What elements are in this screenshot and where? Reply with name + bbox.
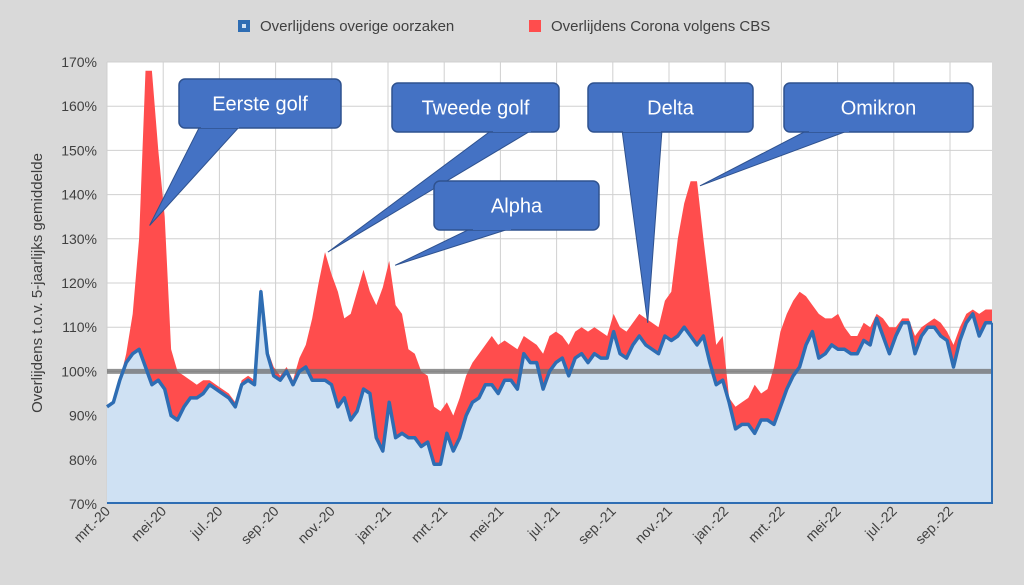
y-tick-label: 160% <box>61 98 97 114</box>
legend: Overlijdens overige oorzaken Overlijdens … <box>238 18 770 35</box>
callout-box <box>391 82 560 133</box>
y-tick-label: 170% <box>61 54 97 70</box>
y-tick-label: 140% <box>61 187 97 203</box>
callout-box <box>587 82 754 133</box>
callout-label: Alpha <box>491 196 543 218</box>
callout-label: Tweede golf <box>422 98 530 120</box>
callout-joint <box>623 127 661 132</box>
callout-box <box>178 78 342 129</box>
annotations: Eerste golf Tweede golf Alpha Delta Omikron <box>149 78 974 323</box>
callout-label: Delta <box>647 98 695 120</box>
y-tick-label: 70% <box>69 496 97 512</box>
y-tick-label: 100% <box>61 363 97 379</box>
data-areas <box>105 70 993 505</box>
y-tick-label: 110% <box>62 319 97 335</box>
legend-label: Overlijdens overige oorzaken <box>260 18 454 35</box>
legend-swatch <box>529 20 541 32</box>
callout-label: Omikron <box>841 98 917 120</box>
y-tick-label: 130% <box>61 231 97 247</box>
callout-joint <box>809 127 849 132</box>
y-axis-label: Overlijdens t.o.v. 5-jaarlijks gemiddeld… <box>29 153 46 413</box>
legend-swatch-inner <box>242 24 246 28</box>
y-tick-label: 150% <box>61 142 97 158</box>
callout-joint <box>493 127 531 132</box>
y-tick-label: 90% <box>69 408 97 424</box>
series-other-area <box>107 291 992 504</box>
callout-joint <box>473 225 511 230</box>
y-tick-label: 80% <box>69 452 97 468</box>
callout-label: Eerste golf <box>212 94 308 116</box>
callout-box <box>433 180 600 231</box>
callout-box <box>783 82 974 133</box>
series-other-line <box>105 290 992 466</box>
callout-joint <box>201 123 239 128</box>
legend-label: Overlijdens Corona volgens CBS <box>551 18 770 35</box>
y-tick-label: 120% <box>61 275 97 291</box>
